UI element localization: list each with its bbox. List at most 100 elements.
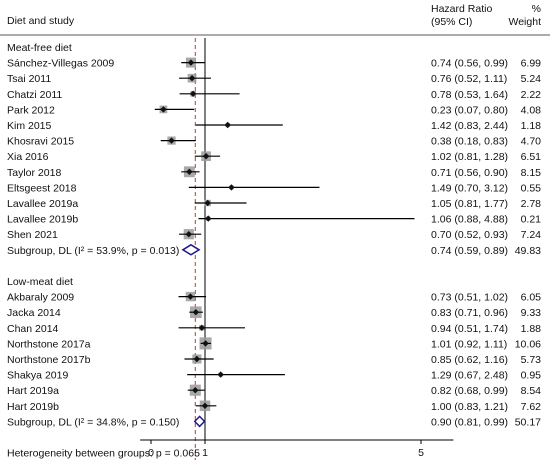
weight-subgroup-dl-i-53-9-p-0-013: 49.83 [515,245,541,257]
point-estimate-khosravi-2015 [168,137,175,144]
hr-ci-subgroup-dl-i-34-8-p-0-150: 0.90 (0.81, 0.99) [431,416,508,428]
hr-ci-eltsgeest-2018: 1.49 (0.70, 3.12) [431,182,508,194]
study-label-shakya-2019: Shakya 2019 [7,370,68,382]
hr-ci-chatzi-2011: 0.78 (0.53, 1.64) [431,89,508,101]
weight-jacka-2014: 9.33 [521,307,542,319]
hr-ci-jacka-2014: 0.83 (0.71, 0.96) [431,307,508,319]
hr-ci-lavallee-2019b: 1.06 (0.88, 4.88) [431,214,508,226]
hr-ci-shakya-2019: 1.29 (0.67, 2.48) [431,370,508,382]
hr-ci-park-2012: 0.23 (0.07, 0.80) [431,104,508,116]
study-label-khosravi-2015: Khosravi 2015 [7,136,74,148]
weight-hart-2019a: 8.54 [521,385,542,397]
weight-subgroup-dl-i-34-8-p-0-150: 50.17 [515,416,541,428]
study-label-chan-2014: Chan 2014 [7,323,59,335]
weight-hart-2019b: 7.62 [521,401,542,413]
weight-chatzi-2011: 2.22 [521,89,542,101]
point-estimate-tsai-2011 [188,75,196,82]
study-label-tsai-2011: Tsai 2011 [7,73,51,85]
hr-ci-khosravi-2015: 0.38 (0.18, 0.83) [431,136,508,148]
point-estimate-northstone-2017b [193,355,201,363]
point-estimate-akbaraly-2009 [187,293,194,300]
study-label-hart-2019b: Hart 2019b [7,401,59,413]
study-label-hart-2019a: Hart 2019a [7,385,59,397]
study-label-taylor-2018: Taylor 2018 [7,167,61,179]
weight-lavallee-2019b: 0.21 [521,214,542,226]
weight-xia-2016: 6.51 [521,151,542,163]
weight-northstone-2017b: 5.73 [521,354,542,366]
hr-ci-akbaraly-2009: 0.73 (0.51, 1.02) [431,292,508,304]
weight-northstone-2017a: 10.06 [515,338,541,350]
weight-eltsgeest-2018: 0.55 [521,182,542,194]
weight-kim-2015: 1.18 [521,120,542,132]
weight-park-2012: 4.08 [521,104,542,116]
study-label-akbaraly-2009: Akbaraly 2009 [7,292,74,304]
point-estimate-northstone-2017a [202,340,209,347]
weight-shen-2021: 7.24 [521,229,542,241]
study-label-shen-2021: Shen 2021 [7,229,58,241]
point-estimate-chan-2014 [198,324,205,331]
study-label-eltsgeest-2018: Eltsgeest 2018 [7,182,77,194]
point-estimate-xia-2016 [202,153,210,160]
study-label-kim-2015: Kim 2015 [7,120,52,132]
point-estimate-hart-2019a [192,387,199,394]
point-estimate-lavallee-2019a [204,199,211,207]
x-tick-label-1: 1 [202,447,208,459]
header-hazard-ratio: Hazard Ratio [431,3,492,15]
hr-ci-hart-2019b: 1.00 (0.83, 1.21) [431,401,508,413]
header-weight-percent: % [532,3,541,15]
note-heterogeneity-between-groups-p-0-065: Heterogeneity between groups: p = 0.065 [7,448,200,460]
subgroup-diamond-subgroup-dl-i-34-8-p-0-150 [193,415,206,428]
subgroup-label-subgroup-dl-i-34-8-p-0-150: Subgroup, DL (I² = 34.8%, p = 0.150) [7,416,179,428]
hr-ci-chan-2014: 0.94 (0.51, 1.74) [431,323,508,335]
weight-akbaraly-2009: 6.05 [521,292,542,304]
header-study: Diet and study [7,15,75,27]
hr-ci-xia-2016: 1.02 (0.81, 1.28) [431,151,508,163]
point-estimate-shen-2021 [185,231,192,238]
point-estimate-hart-2019b [201,402,209,409]
weight-shakya-2019: 0.95 [521,370,542,382]
weight-s-nchez-villegas-2009: 6.99 [521,58,542,70]
weight-khosravi-2015: 4.70 [521,136,542,148]
study-label-s-nchez-villegas-2009: Sánchez-Villegas 2009 [7,58,114,70]
hr-ci-tsai-2011: 0.76 (0.52, 1.11) [431,73,507,85]
x-tick-label-0: 0 [148,447,154,459]
section-label-meat-free-diet: Meat-free diet [7,42,72,54]
hr-ci-northstone-2017a: 1.01 (0.92, 1.11) [431,338,507,350]
study-label-jacka-2014: Jacka 2014 [7,307,61,319]
point-estimate-shakya-2019 [217,371,224,378]
hr-ci-hart-2019a: 0.82 (0.68, 0.99) [431,385,508,397]
header-weight: Weight [509,16,542,28]
hr-ci-lavallee-2019a: 1.05 (0.81, 1.77) [431,198,508,210]
subgroup-diamond-subgroup-dl-i-53-9-p-0-013 [181,243,201,256]
weight-tsai-2011: 5.24 [521,73,542,85]
subgroup-label-subgroup-dl-i-53-9-p-0-013: Subgroup, DL (I² = 53.9%, p = 0.013) [7,245,179,257]
hr-ci-kim-2015: 1.42 (0.83, 2.44) [431,120,508,132]
hr-ci-shen-2021: 0.70 (0.52, 0.93) [431,229,508,241]
hr-ci-s-nchez-villegas-2009: 0.74 (0.56, 0.99) [431,58,508,70]
weight-lavallee-2019a: 2.78 [521,198,542,210]
study-label-xia-2016: Xia 2016 [7,151,49,163]
hr-ci-taylor-2018: 0.71 (0.56, 0.90) [431,167,508,179]
x-tick-label-5: 5 [418,447,424,459]
point-estimate-s-nchez-villegas-2009 [187,59,195,66]
study-label-lavallee-2019b: Lavallee 2019b [7,214,78,226]
weight-taylor-2018: 8.15 [521,167,542,179]
study-label-northstone-2017b: Northstone 2017b [7,354,91,366]
hr-ci-subgroup-dl-i-53-9-p-0-013: 0.74 (0.59, 0.89) [431,245,508,257]
point-estimate-taylor-2018 [186,168,193,175]
section-label-low-meat-diet: Low-meat diet [7,276,73,288]
point-estimate-chatzi-2011 [189,90,197,97]
point-estimate-lavallee-2019b [205,215,212,222]
study-label-park-2012: Park 2012 [7,104,55,116]
hr-ci-northstone-2017b: 0.85 (0.62, 1.16) [431,354,508,366]
header-ci: (95% CI) [431,16,472,28]
point-estimate-eltsgeest-2018 [228,184,235,191]
study-label-northstone-2017a: Northstone 2017a [7,338,91,350]
study-label-chatzi-2011: Chatzi 2011 [7,89,62,101]
weight-chan-2014: 1.88 [521,323,542,335]
point-estimate-kim-2015 [224,121,231,129]
study-label-lavallee-2019a: Lavallee 2019a [7,198,78,210]
point-estimate-jacka-2014 [192,309,200,316]
point-estimate-park-2012 [160,106,167,113]
